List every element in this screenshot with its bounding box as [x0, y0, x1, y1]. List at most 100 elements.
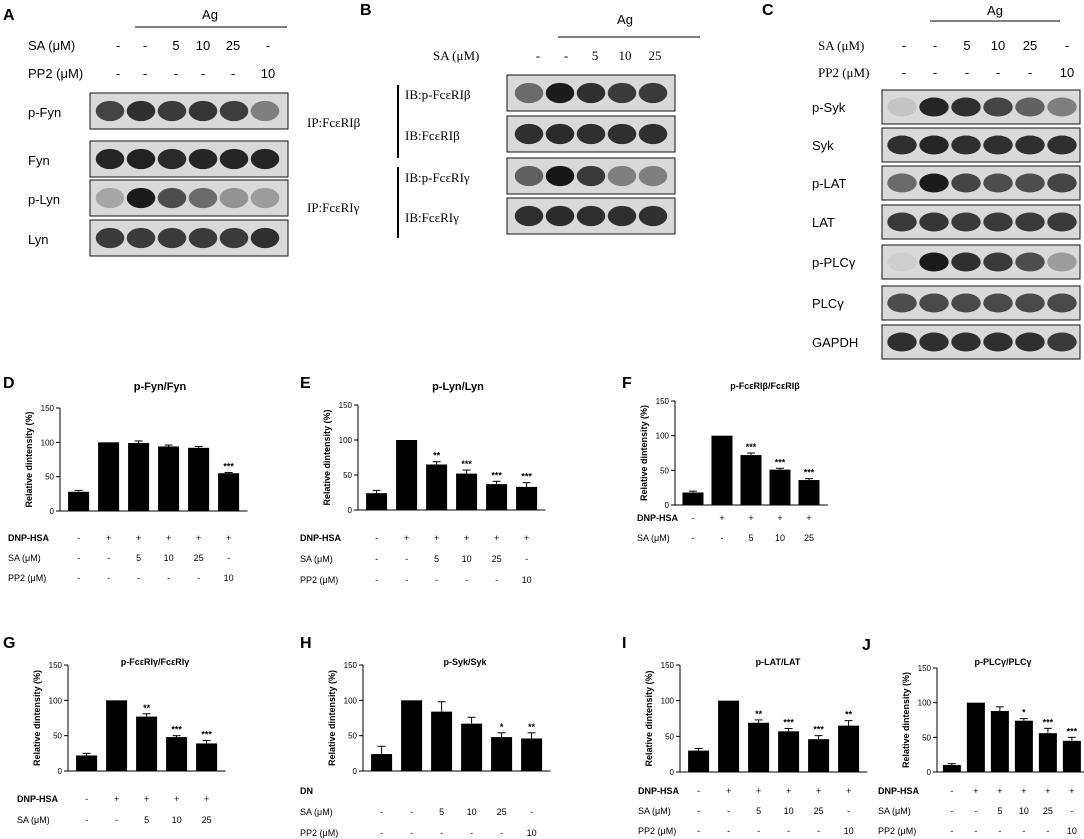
condition-label: SA (μM) — [8, 553, 41, 563]
blot-band — [1047, 173, 1077, 193]
y-tick-label: 100 — [339, 436, 353, 445]
chart-title: p-Lyn/Lyn — [432, 381, 484, 393]
blot-band — [919, 212, 949, 232]
blot-band — [157, 227, 187, 249]
condition-label: PP2 (μM) — [8, 573, 46, 583]
bar — [431, 711, 453, 771]
blot-label: p-PLCγ — [812, 255, 856, 270]
condition-value: + — [1021, 786, 1026, 796]
bar — [366, 493, 388, 510]
lane-value: - — [965, 65, 969, 80]
bar — [1038, 733, 1057, 772]
blot-band — [126, 187, 156, 209]
blot-band — [219, 187, 249, 209]
blot-band — [157, 187, 187, 209]
blot-band — [919, 135, 949, 155]
panel-c-treatment-label: Ag — [987, 3, 1003, 18]
condition-value: - — [375, 533, 378, 543]
blot-band — [1015, 212, 1045, 232]
blot-label: Lyn — [28, 232, 48, 247]
blot-band — [887, 332, 917, 352]
condition-value: - — [727, 806, 730, 816]
chart-title: p-Syk/Syk — [443, 657, 487, 667]
condition-label: SA (μM) — [638, 806, 671, 816]
condition-label: DNP-HSA — [17, 794, 59, 804]
significance-marker: *** — [171, 725, 182, 735]
condition-value: - — [380, 828, 383, 838]
condition-value: - — [950, 806, 953, 816]
panel-label: I — [622, 635, 626, 652]
condition-value: - — [787, 826, 790, 836]
condition-value: - — [697, 826, 700, 836]
blot-band — [919, 97, 949, 117]
blot-band — [983, 97, 1013, 117]
blot-band — [951, 212, 981, 232]
blot-label: IB:p-FcεRIγ — [405, 170, 470, 185]
condition-value: - — [375, 554, 378, 564]
blot-band — [576, 205, 606, 227]
blot-6 — [881, 324, 1081, 360]
blot-band — [157, 100, 187, 122]
blot-band — [1047, 332, 1077, 352]
lane-value: 25 — [649, 48, 662, 63]
blot-label: p-LAT — [812, 176, 846, 191]
condition-value: + — [404, 533, 409, 543]
blot-band — [95, 148, 125, 170]
condition-value: 25 — [194, 553, 204, 563]
bar — [942, 765, 961, 772]
condition-value: + — [748, 513, 753, 523]
lane-value: 5 — [172, 38, 179, 53]
condition-label: SA (μM) — [17, 815, 50, 825]
condition-value: + — [524, 533, 529, 543]
blot-band — [514, 205, 544, 227]
blot-band — [250, 227, 280, 249]
condition-value: - — [974, 806, 977, 816]
panel-c: C Ag SA (μM) - - 5 10 25 - PP2 (μM) - - - - - 10 p-Syk Sy… — [762, 2, 1081, 360]
condition-value: - — [440, 828, 443, 838]
blot-band — [951, 173, 981, 193]
condition-label: SA (μM) — [300, 554, 333, 564]
significance-marker: ** — [143, 703, 151, 713]
blot-band — [576, 123, 606, 145]
condition-value: - — [1046, 826, 1049, 836]
condition-value: 25 — [202, 815, 212, 825]
significance-marker: ** — [528, 722, 536, 732]
lane-value: 10 — [991, 38, 1005, 53]
significance-marker: *** — [775, 457, 786, 467]
lane-value: - — [902, 38, 906, 53]
condition-value: + — [494, 533, 499, 543]
condition-value: + — [114, 794, 119, 804]
lane-value: - — [902, 65, 906, 80]
blot-band — [1015, 332, 1045, 352]
condition-value: 25 — [804, 533, 814, 543]
y-tick-label: 100 — [661, 697, 675, 706]
bar — [396, 440, 418, 510]
condition-value: - — [107, 553, 110, 563]
significance-marker: *** — [1043, 717, 1054, 727]
blot-band — [919, 332, 949, 352]
condition-label: PP2 (μM) — [300, 828, 338, 838]
panel-label: G — [3, 635, 15, 652]
blot-3 — [881, 204, 1081, 240]
bar — [718, 700, 740, 772]
y-tick-label: 150 — [918, 664, 932, 673]
bar — [521, 738, 543, 771]
bar — [838, 725, 860, 772]
lane-value: - — [174, 66, 178, 81]
lane-value: 10 — [261, 66, 275, 81]
blot-label: p-Fyn — [28, 105, 61, 120]
blot-band — [607, 165, 637, 187]
condition-label: PP2 (μM) — [878, 826, 916, 836]
blot-0 — [881, 89, 1081, 125]
condition-value: 10 — [522, 575, 532, 585]
blot-band — [250, 148, 280, 170]
condition-value: 5 — [144, 815, 149, 825]
blot-band — [951, 135, 981, 155]
bar — [188, 447, 210, 511]
condition-label: PP2 (μM) — [638, 826, 676, 836]
blot-band — [219, 148, 249, 170]
significance-marker: ** — [433, 451, 441, 461]
blot-band — [919, 252, 949, 272]
significance-marker: *** — [223, 462, 234, 472]
